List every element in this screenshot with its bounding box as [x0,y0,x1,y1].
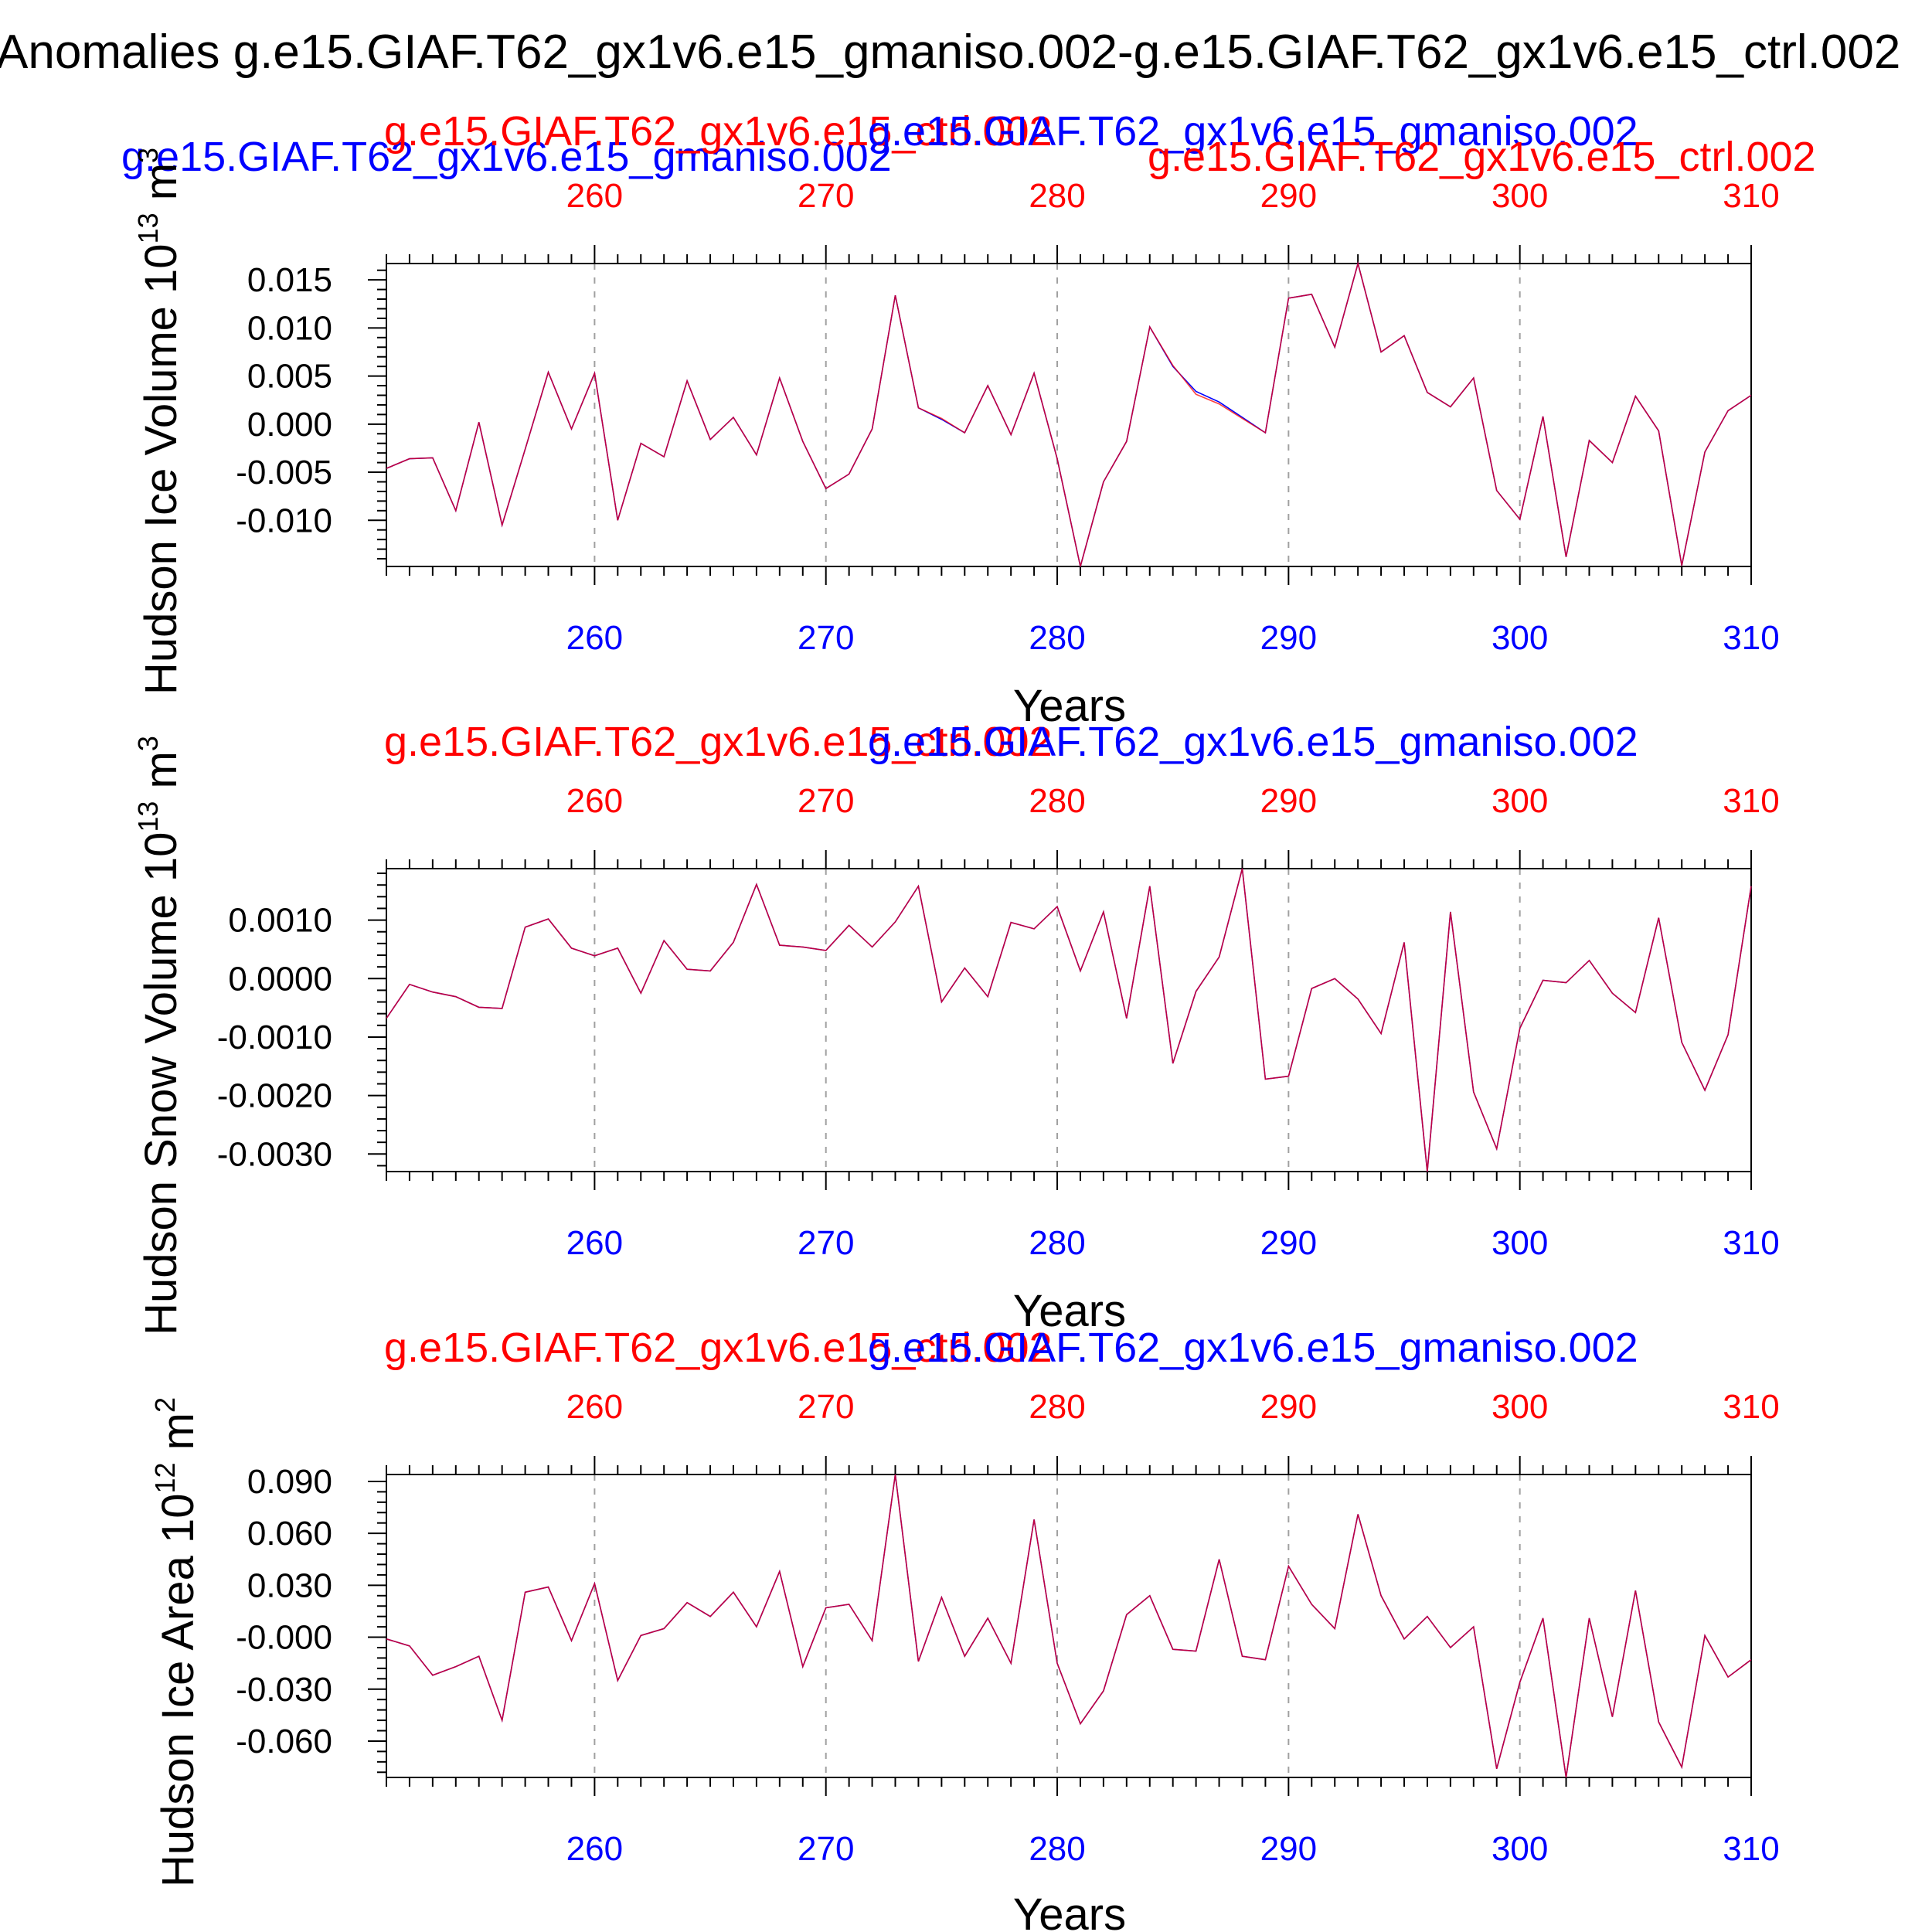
y-tick-label: 0.005 [247,358,332,396]
y-tick-label: 0.015 [247,261,332,299]
x-tick-label-top: 280 [1029,1388,1085,1426]
x-tick-label-bottom: 260 [566,619,623,657]
x-tick-label-bottom: 280 [1029,1224,1085,1262]
y-tick-label: -0.0030 [217,1135,332,1173]
panel-hudson-snow-volume: g.e15.GIAF.T62_gx1v6.e15_ctrl.002 g.e15.… [132,719,1780,1336]
x-tick-label-top: 310 [1723,1388,1779,1426]
x-axis-label: Years [1013,681,1126,731]
y-tick-label: 0.090 [247,1463,332,1501]
x-tick-label-top: 300 [1492,782,1548,820]
y-axis-label-main: Hudson Ice Area 10 [153,1494,203,1887]
panel-title-left: g.e15.GIAF.T62_gx1v6.e15_gmaniso.002 [121,134,892,180]
x-tick-label-bottom: 310 [1723,1224,1779,1262]
panel-title-center-red: g.e15.GIAF.T62_gx1v6.e15_ctrl.002 [384,108,1053,155]
x-tick-label-top: 290 [1260,177,1317,215]
x-tick-label-bottom: 260 [566,1830,623,1868]
y-axis-label-unit-exp: 2 [149,1397,181,1413]
y-axis-label-main: Hudson Ice Volume 10 [136,243,186,695]
y-tick-label: 0.010 [247,309,332,347]
y-tick-label: -0.010 [236,502,332,539]
plot-area: 260 260 270 270 280 280 290 290 300 300 310 310 0.00… [217,782,1780,1262]
x-tick-label-bottom: 260 [566,1224,623,1262]
plot-frame [386,1474,1752,1778]
x-tick-label-top: 280 [1029,782,1085,820]
y-axis-label: Hudson Ice Volume 1013 m3 [132,148,186,695]
plot-frame [386,868,1752,1172]
x-tick-label-bottom: 270 [798,619,854,657]
main-title: Anomalies g.e15.GIAF.T62_gx1v6.e15_gmani… [0,26,1900,79]
y-tick-label: 0.0000 [228,960,332,998]
x-tick-label-bottom: 280 [1029,1830,1085,1868]
x-tick-label-top: 310 [1723,177,1779,215]
y-axis-label-exp: 12 [149,1462,181,1493]
panel-title-center-blue: g.e15.GIAF.T62_gx1v6.e15_gmaniso.002 [868,108,1638,155]
x-tick-label-bottom: 300 [1492,1830,1548,1868]
series-line-gmaniso [386,868,1752,1172]
y-axis-label-exp: 13 [132,213,164,243]
x-tick-label-bottom: 270 [798,1830,854,1868]
x-tick-label-bottom: 300 [1492,1224,1548,1262]
x-tick-label-bottom: 270 [798,1224,854,1262]
x-tick-label-top: 300 [1492,1388,1548,1426]
series-line-gmaniso [386,260,1752,567]
y-axis-label-unit-exp: 3 [132,736,164,751]
y-axis-label: Hudson Snow Volume 1013 m3 [132,736,186,1335]
y-tick-label: -0.0010 [217,1019,332,1056]
y-axis-label-main: Hudson Snow Volume 10 [136,832,186,1335]
x-axis-label: Years [1013,1286,1126,1336]
y-axis-label-unit-exp: 3 [132,148,164,163]
x-tick-label-bottom: 290 [1260,1830,1317,1868]
panel-title-right: g.e15.GIAF.T62_gx1v6.e15_gmaniso.002 [868,1325,1638,1371]
x-tick-label-bottom: 310 [1723,1830,1779,1868]
x-tick-label-top: 260 [566,1388,623,1426]
x-tick-label-bottom: 300 [1492,619,1548,657]
y-tick-label: 0.000 [247,406,332,444]
y-tick-label: -0.060 [236,1723,332,1760]
x-tick-label-top: 310 [1723,782,1779,820]
x-tick-label-top: 270 [798,177,854,215]
y-axis-label-unit: m [153,1413,203,1462]
x-tick-label-bottom: 310 [1723,619,1779,657]
x-tick-label-top: 260 [566,177,623,215]
x-axis-label: Years [1013,1889,1126,1932]
x-tick-label-top: 270 [798,1388,854,1426]
x-tick-label-top: 290 [1260,782,1317,820]
y-axis-label-unit: m [136,163,186,213]
y-tick-label: -0.000 [236,1619,332,1657]
y-tick-label: -0.005 [236,454,332,492]
plot-area: 260 260 270 270 280 280 290 290 300 300 310 310 0.09… [236,1388,1779,1868]
x-tick-label-top: 260 [566,782,623,820]
x-tick-label-top: 300 [1492,177,1548,215]
y-tick-label: 0.0010 [228,902,332,940]
plot-area: 260 260 270 270 280 280 290 290 300 300 310 310 0.01… [236,177,1779,657]
series-line-ctrl [386,260,1752,567]
series-line-ctrl [386,1474,1752,1778]
panel-hudson-ice-area: g.e15.GIAF.T62_gx1v6.e15_ctrl.002 g.e15.… [149,1325,1780,1932]
x-tick-label-bottom: 290 [1260,1224,1317,1262]
y-tick-label: -0.0020 [217,1077,332,1115]
y-axis-label-unit: m [136,751,186,801]
y-tick-label: -0.030 [236,1671,332,1709]
x-tick-label-bottom: 290 [1260,619,1317,657]
y-tick-label: 0.030 [247,1566,332,1604]
panel-hudson-ice-volume: g.e15.GIAF.T62_gx1v6.e15_gmaniso.002 g.e… [121,108,1816,731]
panel-title-right: g.e15.GIAF.T62_gx1v6.e15_gmaniso.002 [868,719,1638,765]
y-tick-label: 0.060 [247,1515,332,1553]
x-tick-label-top: 270 [798,782,854,820]
x-tick-label-bottom: 280 [1029,619,1085,657]
panel-title-right: g.e15.GIAF.T62_gx1v6.e15_ctrl.002 [1148,134,1816,180]
y-axis-label: Hudson Ice Area 1012 m2 [149,1397,203,1887]
series-line-gmaniso [386,1474,1752,1778]
panel-title-left: g.e15.GIAF.T62_gx1v6.e15_ctrl.002 [384,719,1053,765]
series-line-ctrl [386,868,1752,1172]
x-tick-label-top: 280 [1029,177,1085,215]
plot-frame [386,263,1752,567]
panel-title-left: g.e15.GIAF.T62_gx1v6.e15_ctrl.002 [384,1325,1053,1371]
x-tick-label-top: 290 [1260,1388,1317,1426]
y-axis-label-exp: 13 [132,801,164,832]
